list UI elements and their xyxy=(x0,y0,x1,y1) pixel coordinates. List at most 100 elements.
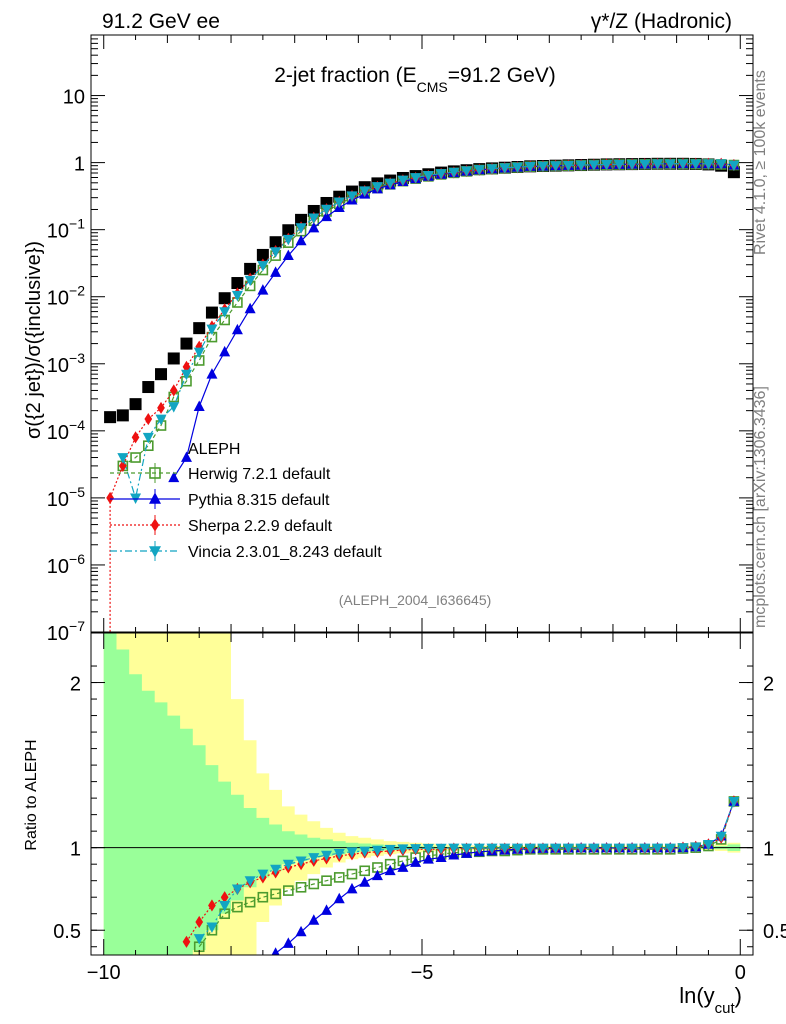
data-point xyxy=(346,191,358,202)
ratio-point xyxy=(435,851,447,862)
ratio-y-tick-label-right: 1 xyxy=(763,839,774,861)
ratio-point xyxy=(295,925,307,937)
ratio-point xyxy=(562,843,574,855)
data-point xyxy=(321,210,333,222)
data-point xyxy=(461,166,473,177)
y-tick-exp: −3 xyxy=(69,350,85,366)
data-point xyxy=(499,163,511,174)
ratio-point xyxy=(308,853,320,864)
data-point xyxy=(486,164,498,175)
data-point xyxy=(205,306,218,319)
y-tick-label: 10−7 xyxy=(47,618,85,645)
data-point xyxy=(219,345,231,357)
mcplots-label: mcplots.cern.ch [arXiv:1306.3436] xyxy=(752,386,769,628)
ratio-series-group xyxy=(182,795,740,975)
ratio-point xyxy=(371,869,383,881)
data-point xyxy=(308,221,320,233)
ratio-point xyxy=(270,864,282,876)
data-point xyxy=(142,432,154,444)
y-tick-base: 10 xyxy=(47,355,69,377)
data-point xyxy=(257,284,269,295)
ratio-point xyxy=(575,843,587,855)
data-point xyxy=(333,197,345,209)
y-tick-base: 10 xyxy=(47,489,69,511)
data-point xyxy=(715,159,727,170)
legend-marker xyxy=(149,546,161,558)
ratio-point xyxy=(499,843,511,855)
data-point xyxy=(690,159,702,170)
ratio-point xyxy=(384,844,396,856)
data-point xyxy=(371,182,383,193)
ratio-point xyxy=(231,884,243,895)
ratio-panel: 2 2 1 1 0.5 0.5 −10 −5 0 xyxy=(53,632,786,984)
y-tick-label: 10−5 xyxy=(47,484,85,511)
ratio-point xyxy=(537,843,549,855)
series-0 xyxy=(104,157,740,424)
data-point xyxy=(410,173,422,184)
ratio-point xyxy=(613,843,625,855)
data-point xyxy=(155,414,167,426)
ratio-point xyxy=(346,847,358,858)
data-point xyxy=(282,249,294,261)
data-point xyxy=(129,398,142,411)
y-tick-base: 10 xyxy=(47,556,69,578)
data-point xyxy=(652,159,664,170)
ratio-point xyxy=(333,849,345,860)
data-point xyxy=(639,159,651,171)
xlabel-end: ) xyxy=(735,983,742,1008)
y-tick-label: 10−3 xyxy=(47,350,85,377)
legend-entry-4: Vincia 2.3.01_8.243 default xyxy=(110,541,382,561)
y-axis-label-top: σ({2 jet})/σ({inclusive}) xyxy=(23,241,45,439)
legend-entry-2: Pythia 8.315 default xyxy=(110,489,330,509)
data-point xyxy=(473,165,485,176)
ratio-point xyxy=(550,843,562,855)
ratio-point xyxy=(195,915,204,929)
data-point xyxy=(218,292,231,305)
ratio-point xyxy=(397,861,409,872)
legend-marker xyxy=(150,518,160,532)
ratio-point xyxy=(245,965,256,975)
ratio-point xyxy=(308,914,320,925)
ratio-point xyxy=(220,891,229,904)
data-point xyxy=(282,234,294,246)
data-point xyxy=(384,178,396,190)
ratio-point xyxy=(690,842,702,853)
title-sub: CMS xyxy=(417,79,448,95)
ratio-point xyxy=(308,878,320,890)
ratio-y-tick-label: 2 xyxy=(70,674,81,696)
ratio-point xyxy=(295,881,307,893)
ratio-point xyxy=(282,859,294,871)
data-point xyxy=(295,213,308,226)
y-tick-base: 10 xyxy=(47,623,69,645)
y-tick-exp: −1 xyxy=(69,216,85,232)
ratio-point xyxy=(461,843,473,855)
ratio-point xyxy=(626,843,638,855)
y-tick-exp: −6 xyxy=(69,551,85,567)
ratio-point xyxy=(346,882,358,894)
series-2 xyxy=(168,157,740,483)
ratio-point xyxy=(244,876,256,887)
data-point xyxy=(104,411,117,424)
data-point xyxy=(435,169,447,180)
ratio-series-4 xyxy=(193,797,740,945)
ratio-point xyxy=(422,853,434,864)
data-point xyxy=(550,161,562,172)
ratio-point xyxy=(473,843,485,855)
data-point xyxy=(117,453,129,464)
ratio-point xyxy=(206,922,218,933)
legend: ALEPH Herwig 7.2.1 default Pythia 8.315 de… xyxy=(110,441,382,561)
ratio-point xyxy=(639,843,651,855)
ratio-point xyxy=(511,843,523,855)
y-tick-label: 10−1 xyxy=(47,216,85,243)
ratio-point xyxy=(208,899,216,912)
top-series-group xyxy=(104,157,740,632)
ratio-bands xyxy=(91,633,753,955)
title-end: =91.2 GeV) xyxy=(448,64,556,87)
y-tick-base: 1 xyxy=(74,154,85,176)
data-point xyxy=(116,409,129,422)
data-point xyxy=(193,322,206,335)
ratio-point xyxy=(715,831,727,843)
ratio-point xyxy=(271,947,280,955)
